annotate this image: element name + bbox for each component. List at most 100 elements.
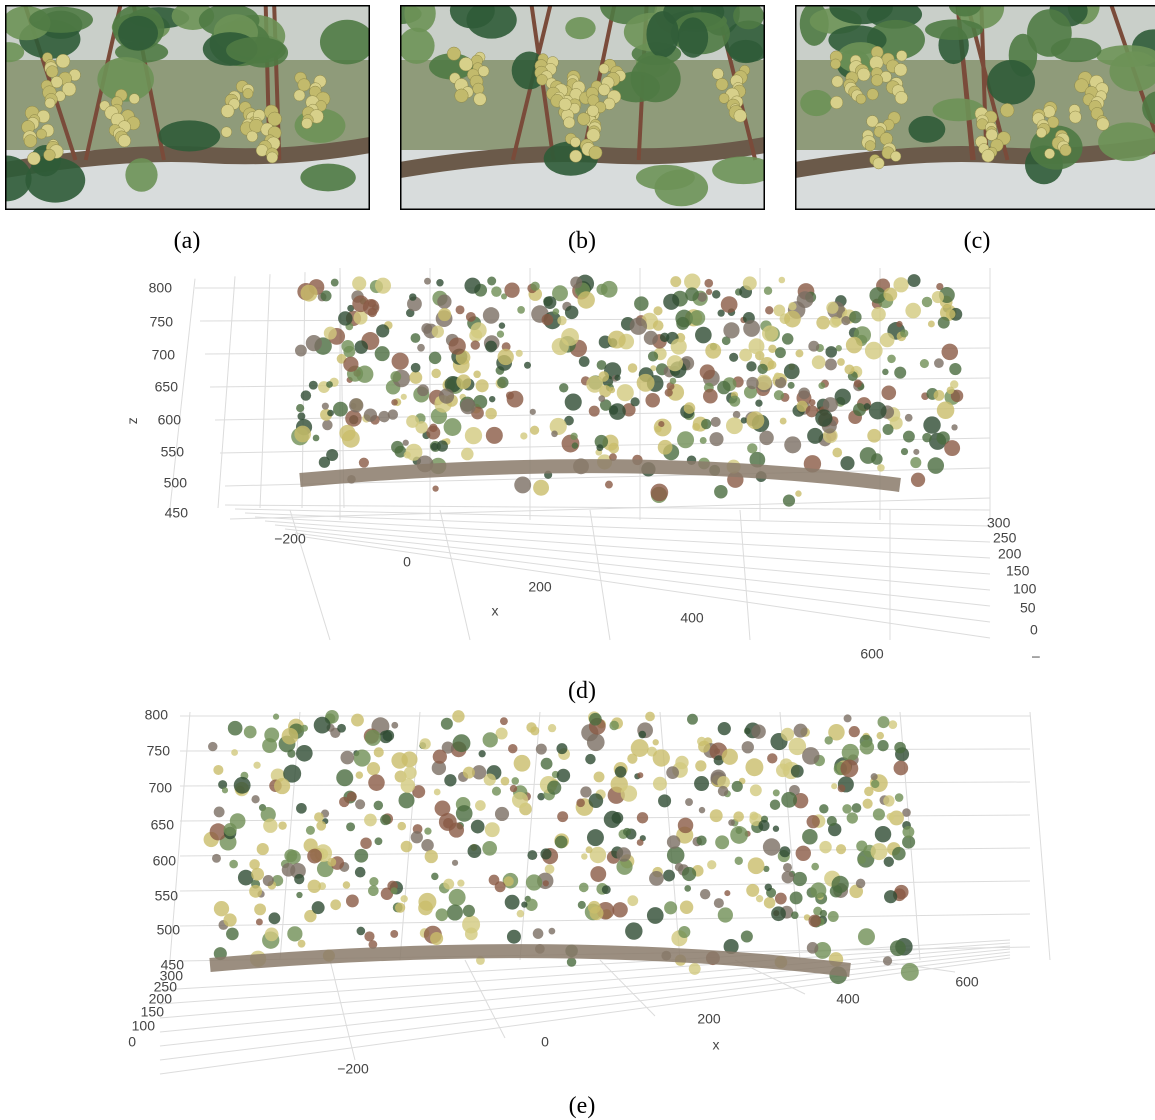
cloud-point bbox=[867, 429, 881, 443]
cloud-point bbox=[411, 333, 421, 343]
leaf bbox=[226, 37, 286, 64]
cloud-point bbox=[404, 451, 411, 458]
z-tick-label: 450 bbox=[165, 505, 189, 521]
cloud-point bbox=[505, 895, 520, 910]
cloud-point bbox=[882, 369, 888, 375]
cloud-point bbox=[401, 394, 407, 400]
cloud-point bbox=[231, 749, 238, 756]
cloud-point bbox=[586, 376, 603, 393]
cloud-point bbox=[463, 905, 475, 917]
cloud-point bbox=[556, 743, 567, 754]
cloud-point bbox=[711, 417, 721, 427]
cloud-point bbox=[244, 726, 257, 739]
cloud-point bbox=[253, 762, 260, 769]
cloud-point bbox=[653, 777, 667, 791]
cloud-point bbox=[634, 296, 648, 310]
cloud-point bbox=[893, 277, 908, 292]
leaf bbox=[565, 17, 595, 39]
cloud-point bbox=[775, 893, 787, 905]
cloud-point bbox=[533, 928, 544, 939]
cloud-point bbox=[609, 721, 619, 731]
cloud-point bbox=[331, 279, 339, 287]
cloud-point bbox=[692, 423, 700, 431]
cloud-point bbox=[663, 870, 675, 882]
cloud-point bbox=[249, 885, 262, 898]
grid-line bbox=[200, 318, 990, 321]
cloud-point bbox=[903, 431, 915, 443]
cloud-point bbox=[579, 356, 590, 367]
grape bbox=[856, 94, 866, 104]
cloud-point bbox=[356, 771, 364, 779]
cloud-point bbox=[316, 821, 326, 831]
grid-line bbox=[218, 276, 235, 508]
cloud-point bbox=[784, 436, 801, 453]
z-tick-label: 600 bbox=[153, 853, 177, 869]
grape bbox=[478, 66, 489, 77]
grape bbox=[894, 63, 907, 76]
cloud-point bbox=[637, 374, 655, 392]
cloud-point bbox=[533, 480, 549, 496]
cloud-point bbox=[798, 388, 810, 400]
grape bbox=[712, 68, 723, 79]
cloud-point bbox=[700, 364, 715, 379]
grape bbox=[56, 54, 70, 68]
cloud-point bbox=[920, 359, 929, 368]
y-tick-label: 50 bbox=[1020, 600, 1036, 616]
cloud-point bbox=[732, 781, 743, 792]
cloud-point bbox=[722, 749, 738, 765]
cloud-point bbox=[354, 849, 368, 863]
leaf bbox=[654, 169, 708, 206]
cloud-point bbox=[349, 398, 363, 412]
cloud-point bbox=[934, 358, 944, 368]
cloud-point bbox=[875, 826, 891, 842]
cloud-point bbox=[327, 410, 334, 417]
cloud-point bbox=[947, 387, 955, 395]
cloud-point bbox=[497, 377, 508, 388]
cloud-point bbox=[500, 717, 508, 725]
cloud-point bbox=[444, 418, 462, 436]
cloud-point bbox=[773, 305, 785, 317]
grape bbox=[589, 146, 602, 159]
cloud-point bbox=[530, 282, 539, 291]
cloud-point bbox=[802, 829, 818, 845]
cloud-point bbox=[842, 804, 852, 814]
cloud-point bbox=[400, 895, 407, 902]
grape bbox=[895, 91, 908, 104]
cloud-point bbox=[729, 353, 738, 362]
y-tick-label: 300 bbox=[987, 515, 1011, 531]
cloud-point bbox=[301, 725, 308, 732]
cloud-point bbox=[579, 883, 589, 893]
cloud-point bbox=[520, 432, 527, 439]
cloud-point bbox=[431, 369, 440, 378]
z-tick-label: 800 bbox=[149, 280, 173, 296]
cloud-point bbox=[687, 714, 698, 725]
cloud-point bbox=[452, 860, 458, 866]
cloud-point bbox=[612, 902, 627, 917]
cloud-point bbox=[213, 765, 223, 775]
photo bbox=[0, 2, 374, 210]
cloud-point bbox=[336, 769, 353, 786]
cloud-point bbox=[380, 814, 391, 825]
cloud-point bbox=[844, 364, 854, 374]
cloud-point bbox=[832, 448, 842, 458]
grid-line bbox=[160, 958, 1010, 1074]
cloud-point bbox=[869, 402, 887, 420]
cloud-point bbox=[746, 361, 756, 371]
cloud-point bbox=[901, 963, 919, 981]
cloud-point bbox=[780, 758, 793, 771]
cloud-point bbox=[234, 777, 251, 794]
cloud-point bbox=[764, 897, 776, 909]
cloud-point bbox=[557, 811, 568, 822]
grape bbox=[302, 118, 313, 129]
cloud-point bbox=[418, 901, 433, 916]
cloud-point bbox=[604, 811, 621, 828]
cloud-point bbox=[263, 875, 274, 886]
cloud-point bbox=[728, 819, 735, 826]
cloud-point bbox=[771, 906, 786, 921]
cloud-point bbox=[647, 907, 664, 924]
y-tick-label: 150 bbox=[1006, 563, 1030, 579]
cloud-point bbox=[395, 903, 405, 913]
cloud-point bbox=[561, 328, 579, 346]
cloud-point bbox=[391, 722, 398, 729]
cloud-point bbox=[721, 296, 738, 313]
